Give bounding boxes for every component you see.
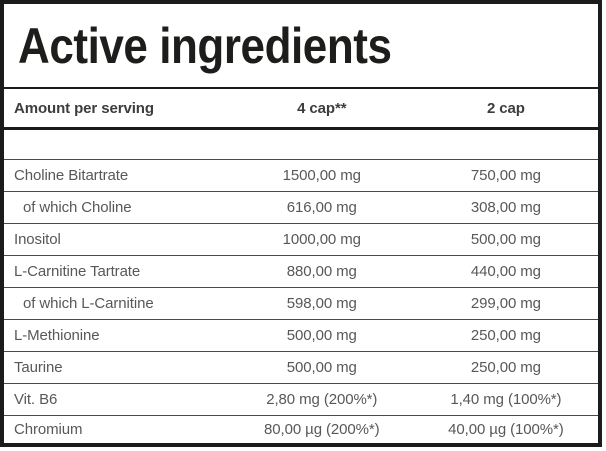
amount-2cap: 40,00 µg (100%*)	[448, 421, 564, 438]
table-row-vit-b6: Vit. B6 2,80 mg (200%*) 1,40 mg (100%*)	[4, 384, 598, 416]
amount-4cap: 1000,00 mg	[282, 231, 361, 248]
table-header-row: Amount per serving 4 cap** 2 cap	[4, 89, 598, 130]
amount-4cap: 500,00 mg	[286, 327, 357, 344]
table-row-inositol: Inositol 1000,00 mg 500,00 mg	[4, 224, 598, 256]
ingredient-name: Inositol	[14, 231, 61, 248]
ingredient-name: Chromium	[14, 421, 83, 438]
amount-2cap: 308,00 mg	[470, 199, 541, 216]
table-row-l-carnitine-tartrate: L-Carnitine Tartrate 880,00 mg 440,00 mg	[4, 256, 598, 288]
ingredient-name: of which L-Carnitine	[23, 295, 154, 312]
table-row-l-methionine: L-Methionine 500,00 mg 250,00 mg	[4, 320, 598, 352]
amount-2cap: 500,00 mg	[470, 231, 541, 248]
amount-4cap: 2,80 mg (200%*)	[266, 391, 378, 408]
ingredient-name: L-Carnitine Tartrate	[14, 263, 141, 280]
table-row-of-which-choline: of which Choline 616,00 mg 308,00 mg	[4, 192, 598, 224]
ingredient-name: L-Methionine	[14, 327, 100, 344]
column-header-4cap: 4 cap**	[297, 99, 347, 117]
amount-2cap: 440,00 mg	[470, 263, 541, 280]
ingredient-name: of which Choline	[23, 199, 132, 216]
table-row-taurine: Taurine 500,00 mg 250,00 mg	[4, 352, 598, 384]
amount-4cap: 616,00 mg	[286, 199, 357, 216]
panel-title-section: Active ingredients	[4, 4, 598, 89]
table-row-choline-bitartrate: Choline Bitartrate 1500,00 mg 750,00 mg	[4, 160, 598, 192]
table-row-of-which-l-carnitine: of which L-Carnitine 598,00 mg 299,00 mg	[4, 288, 598, 320]
ingredient-name: Taurine	[14, 359, 63, 376]
amount-2cap: 1,40 mg (100%*)	[450, 391, 562, 408]
column-header-amount-per-serving: Amount per serving	[14, 99, 154, 117]
amount-4cap: 1500,00 mg	[282, 167, 361, 184]
amount-4cap: 880,00 mg	[286, 263, 357, 280]
amount-2cap: 250,00 mg	[470, 327, 541, 344]
ingredient-name: Vit. B6	[14, 391, 58, 408]
amount-4cap: 500,00 mg	[286, 359, 357, 376]
amount-2cap: 250,00 mg	[470, 359, 541, 376]
amount-2cap: 299,00 mg	[470, 295, 541, 312]
ingredient-name: Choline Bitartrate	[14, 167, 129, 184]
table-row-chromium: Chromium 80,00 µg (200%*) 40,00 µg (100%…	[4, 416, 598, 443]
amount-2cap: 750,00 mg	[470, 167, 541, 184]
amount-4cap: 80,00 µg (200%*)	[264, 421, 380, 438]
column-header-2cap: 2 cap	[486, 99, 525, 117]
amount-4cap: 598,00 mg	[286, 295, 357, 312]
panel-title: Active ingredients	[18, 17, 392, 74]
empty-row	[4, 130, 598, 160]
